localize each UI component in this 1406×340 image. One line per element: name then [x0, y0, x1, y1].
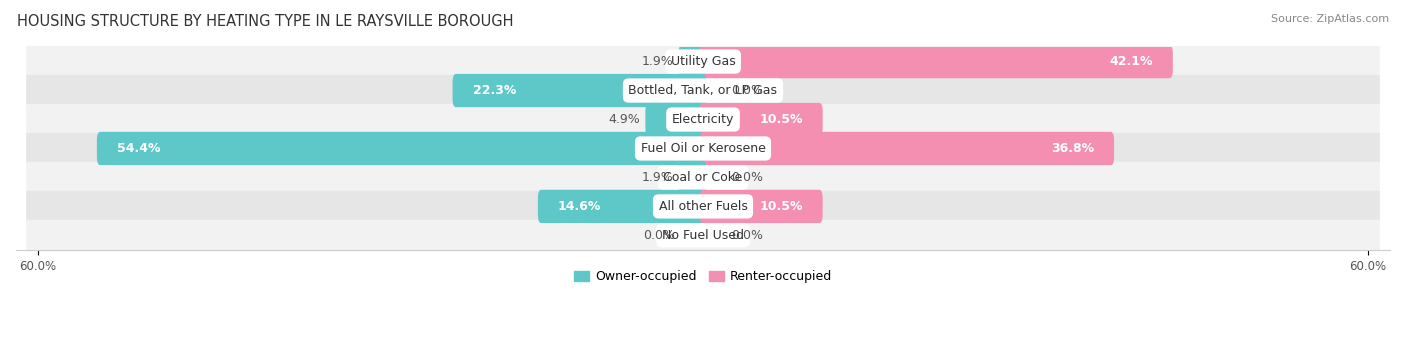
- FancyBboxPatch shape: [27, 75, 1379, 106]
- Text: 1.9%: 1.9%: [641, 171, 673, 184]
- Text: 4.9%: 4.9%: [607, 113, 640, 126]
- Text: 36.8%: 36.8%: [1052, 142, 1094, 155]
- FancyBboxPatch shape: [700, 190, 823, 223]
- FancyBboxPatch shape: [700, 45, 1173, 78]
- FancyBboxPatch shape: [645, 103, 706, 136]
- FancyBboxPatch shape: [453, 74, 706, 107]
- Text: No Fuel Used: No Fuel Used: [662, 229, 744, 242]
- Text: 10.5%: 10.5%: [759, 200, 803, 213]
- Text: 0.0%: 0.0%: [644, 229, 675, 242]
- FancyBboxPatch shape: [679, 45, 706, 78]
- FancyBboxPatch shape: [679, 161, 706, 194]
- Text: 14.6%: 14.6%: [558, 200, 602, 213]
- Text: 0.0%: 0.0%: [731, 229, 762, 242]
- Text: 0.0%: 0.0%: [731, 171, 762, 184]
- FancyBboxPatch shape: [27, 104, 1379, 135]
- Legend: Owner-occupied, Renter-occupied: Owner-occupied, Renter-occupied: [568, 265, 838, 288]
- Text: 42.1%: 42.1%: [1109, 55, 1153, 68]
- FancyBboxPatch shape: [700, 103, 823, 136]
- Text: 10.5%: 10.5%: [759, 113, 803, 126]
- FancyBboxPatch shape: [97, 132, 706, 165]
- Text: 54.4%: 54.4%: [117, 142, 160, 155]
- FancyBboxPatch shape: [27, 46, 1379, 77]
- FancyBboxPatch shape: [27, 191, 1379, 222]
- Text: Source: ZipAtlas.com: Source: ZipAtlas.com: [1271, 14, 1389, 23]
- Text: Electricity: Electricity: [672, 113, 734, 126]
- FancyBboxPatch shape: [27, 162, 1379, 193]
- Text: Coal or Coke: Coal or Coke: [664, 171, 742, 184]
- Text: HOUSING STRUCTURE BY HEATING TYPE IN LE RAYSVILLE BOROUGH: HOUSING STRUCTURE BY HEATING TYPE IN LE …: [17, 14, 513, 29]
- Text: Fuel Oil or Kerosene: Fuel Oil or Kerosene: [641, 142, 765, 155]
- Text: Utility Gas: Utility Gas: [671, 55, 735, 68]
- Text: Bottled, Tank, or LP Gas: Bottled, Tank, or LP Gas: [628, 84, 778, 97]
- Text: 22.3%: 22.3%: [472, 84, 516, 97]
- Text: 0.0%: 0.0%: [731, 84, 762, 97]
- FancyBboxPatch shape: [27, 133, 1379, 164]
- FancyBboxPatch shape: [700, 132, 1114, 165]
- Text: 1.9%: 1.9%: [641, 55, 673, 68]
- FancyBboxPatch shape: [538, 190, 706, 223]
- FancyBboxPatch shape: [27, 220, 1379, 251]
- Text: All other Fuels: All other Fuels: [658, 200, 748, 213]
